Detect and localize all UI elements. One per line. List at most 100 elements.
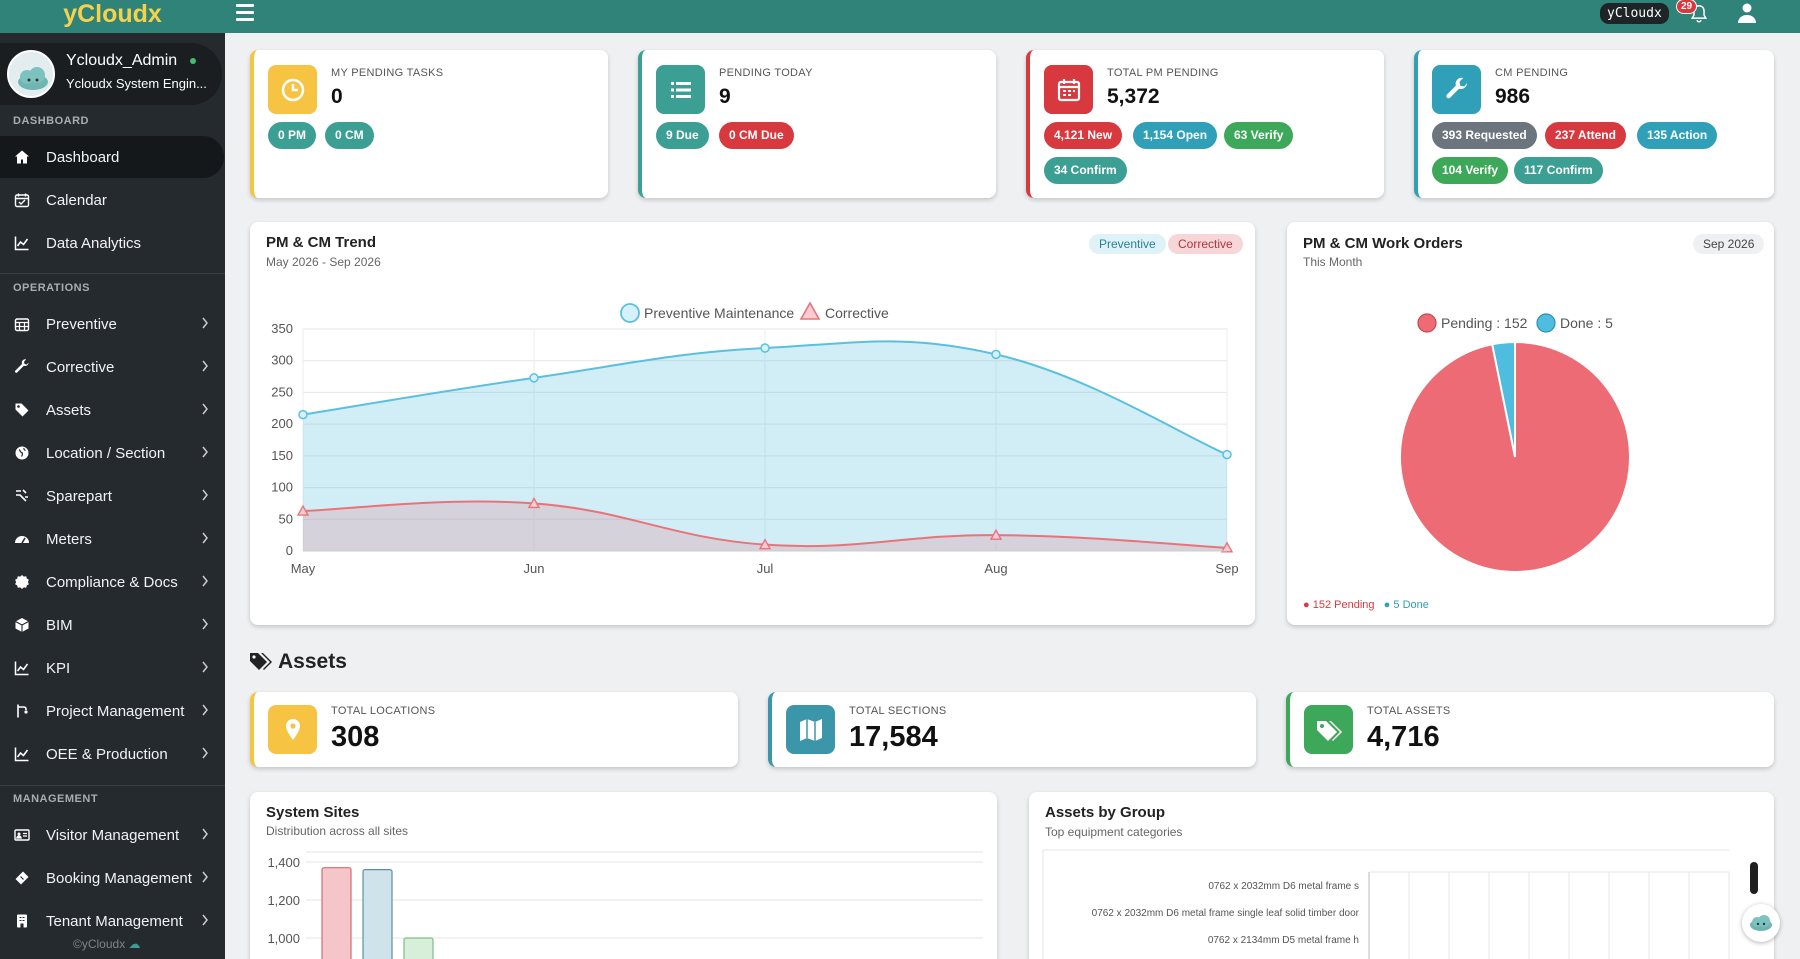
- sidebar-item-label: Compliance & Docs: [46, 573, 178, 591]
- divider: [0, 785, 225, 786]
- chevron-right-icon: [202, 871, 208, 883]
- sidebar-item-data-analytics[interactable]: Data Analytics: [0, 222, 225, 264]
- sidebar-item-project-management[interactable]: Project Management: [0, 690, 225, 732]
- chevron-right-icon: [202, 317, 208, 329]
- sidebar-item-meters[interactable]: Meters: [0, 518, 225, 560]
- total-assets-card[interactable]: TOTAL ASSETS 4,716: [1286, 692, 1774, 767]
- sidebar-item-label: Location / Section: [46, 444, 166, 462]
- system-sites-bar-chart[interactable]: 1,000 1,200 1,400: [250, 792, 997, 959]
- pill-cm[interactable]: 0 CM: [325, 122, 374, 149]
- sidebar-item-label: Sparepart: [46, 487, 112, 505]
- pill-requested[interactable]: 393 Requested: [1432, 122, 1537, 149]
- sidebar-item-assets[interactable]: Assets: [0, 389, 225, 431]
- assets-by-group-chart[interactable]: 0762 x 2032mm D6 metal frame s 0762 x 203…: [1029, 792, 1774, 959]
- x-tick-label: Jul: [757, 561, 774, 576]
- y-tick-label: 1,200: [267, 893, 300, 908]
- badge-icon: [14, 574, 30, 590]
- legend-label: Done : 5: [1560, 315, 1613, 331]
- total-locations-card[interactable]: TOTAL LOCATIONS 308: [250, 692, 738, 767]
- tenant-chip[interactable]: yCloudx: [1600, 3, 1669, 24]
- stat-label: TOTAL LOCATIONS: [331, 705, 436, 717]
- list-icon: [656, 65, 705, 114]
- sidebar-item-label: Booking Management: [46, 869, 192, 887]
- section-label-dashboard: DASHBOARD: [13, 115, 89, 127]
- pending-today-card[interactable]: PENDING TODAY 9 9 Due 0 CM Due: [638, 50, 996, 198]
- user-icon[interactable]: [1738, 3, 1756, 23]
- pill-verify[interactable]: 63 Verify: [1224, 122, 1294, 149]
- pill-cm-due[interactable]: 0 CM Due: [719, 122, 794, 149]
- chevron-right-icon: [202, 446, 208, 458]
- my-pending-tasks-card[interactable]: MY PENDING TASKS 0 0 PM 0 CM: [250, 50, 608, 198]
- work-orders-pie-chart[interactable]: Pending : 152 Done : 5: [1287, 222, 1774, 625]
- pending-count: 152 Pending: [1312, 599, 1375, 611]
- stat-label: TOTAL ASSETS: [1367, 705, 1451, 717]
- brand-logo[interactable]: yCloudx: [0, 0, 225, 33]
- legend-marker-corrective: [799, 301, 821, 320]
- sidebar-item-dashboard[interactable]: Dashboard: [0, 136, 224, 178]
- sidebar-item-calendar[interactable]: Calendar: [0, 179, 225, 221]
- chevron-right-icon: [202, 704, 208, 716]
- sidebar-item-tenant-management[interactable]: Tenant Management: [0, 900, 225, 942]
- clock-icon: [268, 65, 317, 114]
- total-pm-pending-card[interactable]: TOTAL PM PENDING 5,372 4,121 New 1,154 O…: [1026, 50, 1384, 198]
- menu-toggle-icon[interactable]: [236, 4, 254, 22]
- pill-open[interactable]: 1,154 Open: [1133, 122, 1218, 149]
- y-tick-label: 250: [271, 384, 293, 399]
- profile-card[interactable]: Ycloudx_Admin Ycloudx System Engin...: [0, 43, 222, 105]
- pill-action[interactable]: 135 Action: [1637, 122, 1718, 149]
- sidebar-item-location-section[interactable]: Location / Section: [0, 432, 225, 474]
- tag-corrective[interactable]: Corrective: [1168, 234, 1243, 254]
- top-bar: yCloudx yCloudx 29: [0, 0, 1800, 33]
- sidebar-item-kpi[interactable]: KPI: [0, 647, 225, 689]
- profile-role: Ycloudx System Engin...: [66, 76, 207, 91]
- x-tick-label: Aug: [984, 561, 1007, 576]
- wrench-icon: [14, 359, 30, 375]
- sidebar-item-visitor-management[interactable]: Visitor Management: [0, 814, 225, 856]
- notification-count-badge: 29: [1676, 0, 1698, 14]
- month-badge: Sep 2026: [1693, 234, 1765, 254]
- pie-slice-pending: [1399, 340, 1631, 573]
- sidebar-item-corrective[interactable]: Corrective: [0, 346, 225, 388]
- site-bar: [403, 937, 434, 959]
- cm-pending-card[interactable]: CM PENDING 986 393 Requested 237 Attend …: [1414, 50, 1774, 198]
- pm-cm-work-orders-card: PM & CM Work Orders This Month Sep 2026 …: [1287, 222, 1774, 625]
- branch-icon: [14, 703, 30, 719]
- pill-verify[interactable]: 104 Verify: [1432, 157, 1509, 184]
- category-label: 0762 x 2032mm D6 metal frame single leaf…: [1092, 908, 1360, 919]
- sidebar-item-label: Calendar: [46, 191, 107, 209]
- stat-label: TOTAL SECTIONS: [849, 705, 947, 717]
- trend-chart[interactable]: 0 50 100 150 200 250 300 350 May Jun Jul Aug Sep Prev…: [250, 222, 1255, 625]
- sidebar-item-preventive[interactable]: Preventive: [0, 303, 225, 345]
- pill-new[interactable]: 4,121 New: [1044, 122, 1123, 149]
- section-label-management: MANAGEMENT: [13, 793, 99, 805]
- sidebar-item-compliance-docs[interactable]: Compliance & Docs: [0, 561, 225, 603]
- done-count: 5 Done: [1393, 599, 1429, 611]
- x-tick-label: May: [291, 561, 316, 576]
- tag-preventive[interactable]: Preventive: [1089, 234, 1166, 254]
- sidebar-item-label: Data Analytics: [46, 234, 142, 252]
- sidebar-item-oee-production[interactable]: OEE & Production: [0, 733, 225, 775]
- data-point: [529, 373, 539, 383]
- home-icon: [14, 149, 30, 165]
- total-sections-card[interactable]: TOTAL SECTIONS 17,584: [768, 692, 1256, 767]
- sidebar-item-sparepart[interactable]: Sparepart: [0, 475, 225, 517]
- sidebar-item-label: OEE & Production: [46, 745, 168, 763]
- chat-assistant-button[interactable]: [1742, 904, 1780, 942]
- pill-confirm[interactable]: 34 Confirm: [1044, 157, 1127, 184]
- pill-pm[interactable]: 0 PM: [268, 122, 317, 149]
- sidebar-item-booking-management[interactable]: Booking Management: [0, 857, 225, 899]
- y-tick-label: 0: [286, 543, 293, 558]
- card-title: PM & CM Work Orders: [1303, 235, 1463, 252]
- legend-label: Pending : 152: [1441, 315, 1528, 331]
- pill-due[interactable]: 9 Due: [656, 122, 709, 149]
- pill-attend[interactable]: 237 Attend: [1545, 122, 1626, 149]
- x-tick-label: Sep: [1215, 561, 1238, 576]
- data-point: [758, 538, 772, 550]
- legend-label: Preventive Maintenance: [644, 305, 794, 321]
- sidebar-item-label: Assets: [46, 401, 92, 419]
- pill-confirm[interactable]: 117 Confirm: [1514, 157, 1603, 184]
- sidebar-item-bim[interactable]: BIM: [0, 604, 225, 646]
- scroll-handle[interactable]: [1750, 862, 1758, 894]
- card-subtitle: Top equipment categories: [1045, 825, 1183, 839]
- sidebar-footer: ©yCloudx ☁: [73, 937, 141, 951]
